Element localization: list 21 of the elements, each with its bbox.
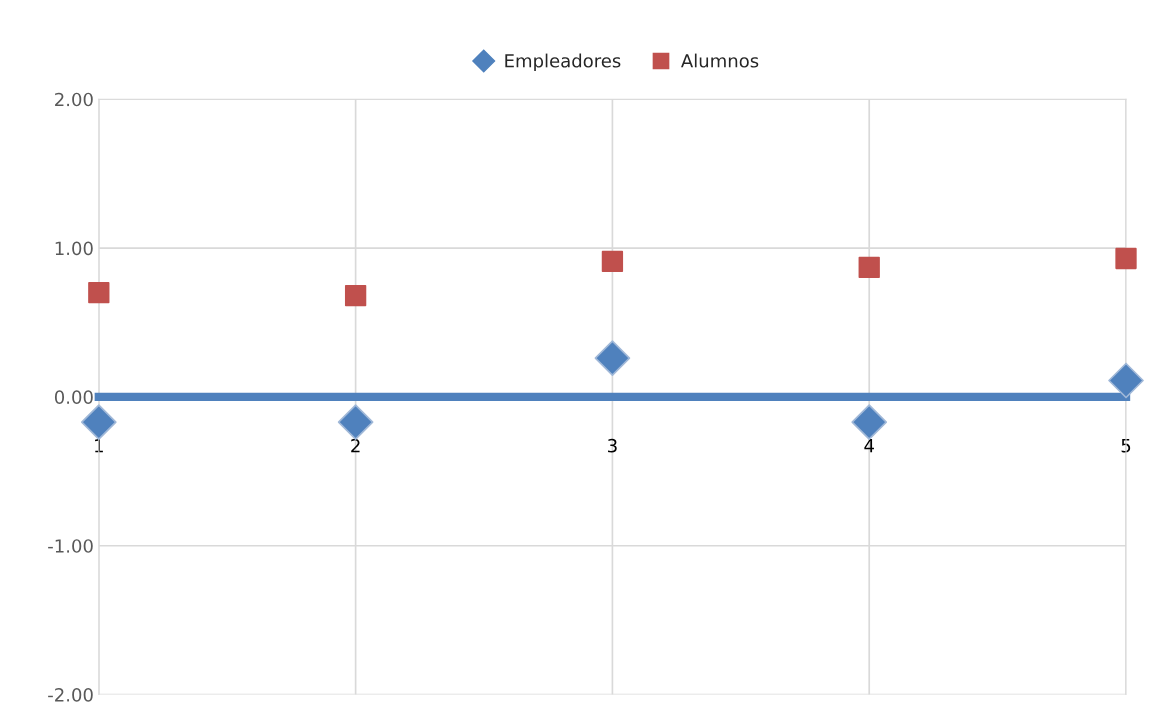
point [851,404,888,441]
y-tick-label: 0.00 [54,390,93,404]
point [1115,247,1137,270]
y-tick-label: -2.00 [48,688,93,702]
point [344,285,367,307]
y-tick-label: 2.00 [55,92,93,107]
legend-label: Empleadores [505,53,621,72]
point [601,250,624,273]
x-tick-label: 3 [608,438,617,453]
point [88,282,110,304]
y-tick-label: -1.00 [48,539,93,553]
point [858,256,880,279]
x-tick-label: 5 [1121,439,1131,453]
point [594,340,631,377]
point [80,404,117,441]
x-tick-label: 4 [864,439,874,453]
x-tick-label: 1 [95,439,103,453]
y-tick-label: 1.00 [55,241,93,256]
x-tick-label: 2 [351,438,360,453]
legend-label: Alumnos [681,53,759,68]
point [1108,362,1144,399]
